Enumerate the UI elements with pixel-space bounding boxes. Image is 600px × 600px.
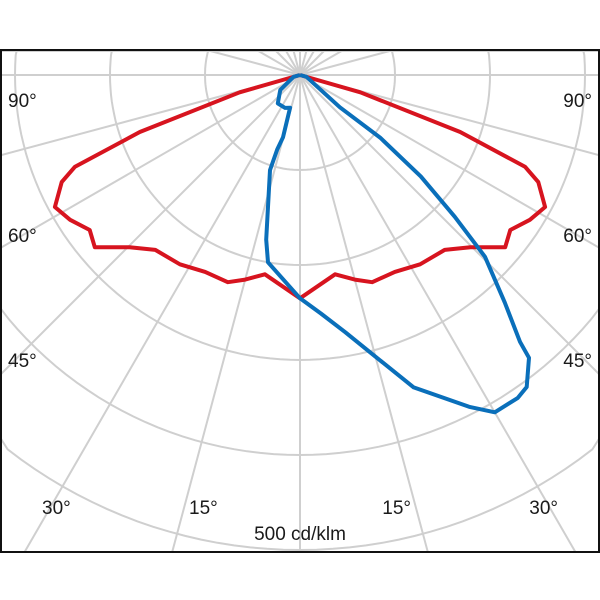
grid-ring bbox=[1, 51, 599, 456]
series-curve-1 bbox=[264, 73, 531, 415]
radial-unit-label: 500 cd/klm bbox=[254, 524, 346, 545]
grid-radial-line bbox=[299, 51, 390, 76]
angle-label-right-15: 15° bbox=[382, 498, 411, 519]
grid-radial-line bbox=[23, 74, 301, 552]
grid-radial-line bbox=[275, 51, 301, 76]
grid-radial-line bbox=[299, 74, 599, 375]
grid-radial-line bbox=[299, 74, 599, 249]
grid-radial-line bbox=[1, 74, 301, 375]
curves bbox=[52, 73, 548, 415]
angle-label-left-30: 30° bbox=[42, 498, 71, 519]
angle-label-right-45: 45° bbox=[563, 351, 592, 372]
grid-radial-line bbox=[210, 51, 301, 76]
angle-label-right-60: 60° bbox=[563, 226, 592, 247]
grid-radial-line bbox=[171, 74, 301, 552]
grid-radial-line bbox=[299, 74, 429, 552]
grid-radial-line bbox=[299, 51, 343, 76]
angle-label-left-90: 90° bbox=[8, 91, 37, 112]
angle-label-left-15: 15° bbox=[189, 498, 218, 519]
grid-radial-line bbox=[299, 51, 308, 76]
grid-radial-line bbox=[292, 51, 301, 76]
angle-label-right-90: 90° bbox=[563, 91, 592, 112]
grid-radial-line bbox=[299, 74, 577, 552]
angle-label-right-30: 30° bbox=[529, 498, 558, 519]
chart-frame bbox=[0, 49, 600, 553]
grid-radial-line bbox=[1, 74, 301, 249]
angle-label-left-45: 45° bbox=[8, 351, 37, 372]
grid-radial-line bbox=[299, 51, 315, 76]
grid-radial-line bbox=[285, 51, 301, 76]
angle-label-left-60: 60° bbox=[8, 226, 37, 247]
grid-radial-line bbox=[257, 51, 301, 76]
grid-radial-line bbox=[299, 51, 325, 76]
polar-grid bbox=[1, 51, 599, 552]
